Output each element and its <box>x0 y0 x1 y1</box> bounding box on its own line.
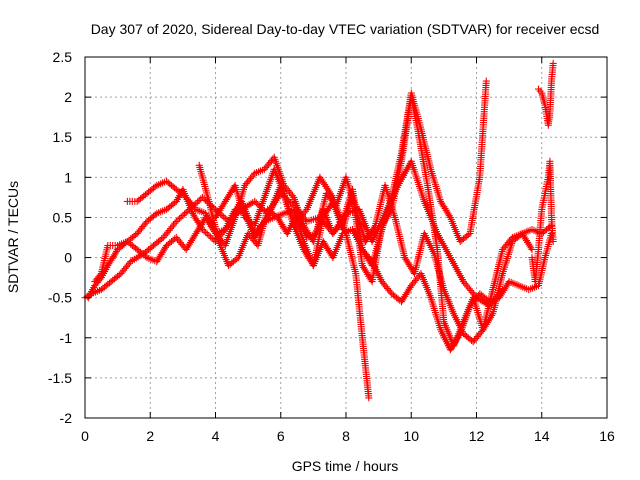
x-tick-label: 4 <box>212 428 220 444</box>
x-axis-label: GPS time / hours <box>292 458 399 474</box>
y-tick-label: -1.5 <box>48 370 72 386</box>
x-tick-label: 12 <box>469 428 485 444</box>
y-tick-label: 2.5 <box>53 49 73 65</box>
x-tick-label: 10 <box>403 428 419 444</box>
series-layer <box>81 59 557 402</box>
x-tick-label: 8 <box>342 428 350 444</box>
series-track-f <box>212 165 555 354</box>
y-tick-label: -0.5 <box>48 290 72 306</box>
grid <box>85 57 607 418</box>
y-axis-ticks: 2.5 2 1.5 1 0.5 0 -0.5 -1 -1.5 -2 <box>48 49 607 426</box>
series-markers <box>212 165 555 354</box>
chart-title: Day 307 of 2020, Sidereal Day-to-day VTE… <box>91 21 600 37</box>
series-markers <box>535 59 557 129</box>
y-tick-label: -1 <box>60 330 73 346</box>
x-tick-label: 0 <box>81 428 89 444</box>
y-tick-label: 0.5 <box>53 209 73 225</box>
series-markers <box>91 93 555 350</box>
x-tick-label: 14 <box>534 428 550 444</box>
series-track-g <box>528 157 557 286</box>
series-track-e <box>195 161 536 346</box>
y-tick-label: -2 <box>60 410 73 426</box>
series-markers <box>195 161 536 346</box>
y-axis-label: SDTVAR / TECUs <box>5 181 21 293</box>
x-tick-label: 2 <box>146 428 154 444</box>
series-markers <box>528 157 557 286</box>
y-tick-label: 2 <box>64 89 72 105</box>
x-axis-ticks: 0 2 4 6 8 10 12 14 16 <box>81 57 615 444</box>
y-tick-label: 1.5 <box>53 129 73 145</box>
series-track-h <box>535 59 557 129</box>
x-tick-label: 16 <box>599 428 615 444</box>
y-tick-label: 0 <box>64 250 72 266</box>
x-tick-label: 6 <box>277 428 285 444</box>
y-tick-label: 1 <box>64 169 72 185</box>
series-track-c <box>91 93 555 350</box>
